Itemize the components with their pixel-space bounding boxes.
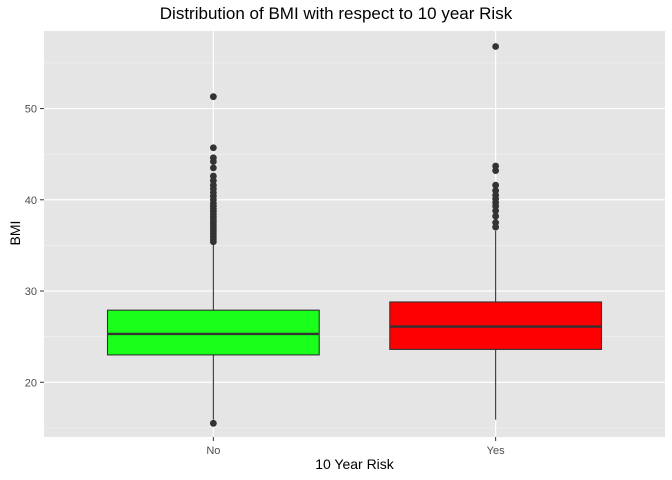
- outlier-point: [209, 172, 217, 180]
- x-tick-label: Yes: [487, 445, 505, 457]
- outlier-point: [209, 144, 217, 152]
- outlier-point: [209, 419, 217, 427]
- y-tick-label: 40: [25, 195, 37, 207]
- y-tick-label: 50: [25, 104, 37, 116]
- plot-panel: [44, 31, 665, 437]
- outlier-point: [492, 212, 500, 220]
- outlier-point: [492, 43, 500, 50]
- outlier-point: [209, 93, 217, 101]
- y-axis-label: BMI: [7, 220, 23, 246]
- x-axis-label: 10 Year Risk: [315, 456, 394, 472]
- x-tick-label: No: [206, 445, 220, 457]
- outlier-point: [492, 162, 500, 170]
- outlier-point: [209, 164, 217, 172]
- outlier-point: [492, 219, 500, 226]
- outlier-point: [492, 187, 500, 195]
- y-tick-label: 20: [25, 377, 37, 389]
- outlier-point: [492, 181, 500, 189]
- box-no: [106, 309, 320, 356]
- chart-title: Distribution of BMI with respect to 10 y…: [159, 4, 513, 23]
- outlier-point: [209, 154, 217, 162]
- y-tick-label: 30: [25, 286, 37, 298]
